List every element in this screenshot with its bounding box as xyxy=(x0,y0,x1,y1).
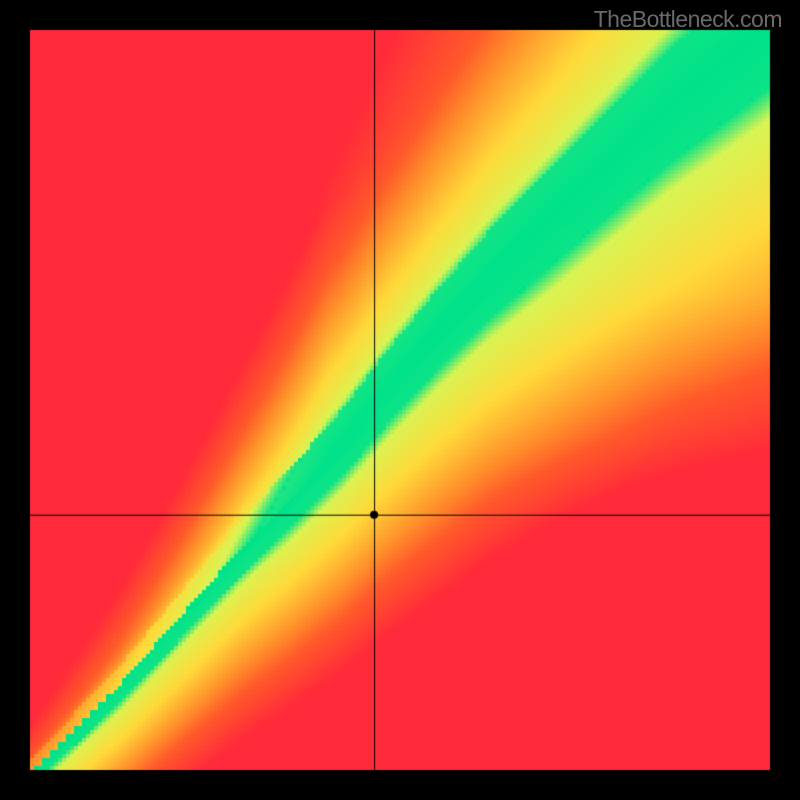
chart-container: TheBottleneck.com xyxy=(0,0,800,800)
watermark-text: TheBottleneck.com xyxy=(594,6,782,33)
heatmap-canvas xyxy=(0,0,800,800)
